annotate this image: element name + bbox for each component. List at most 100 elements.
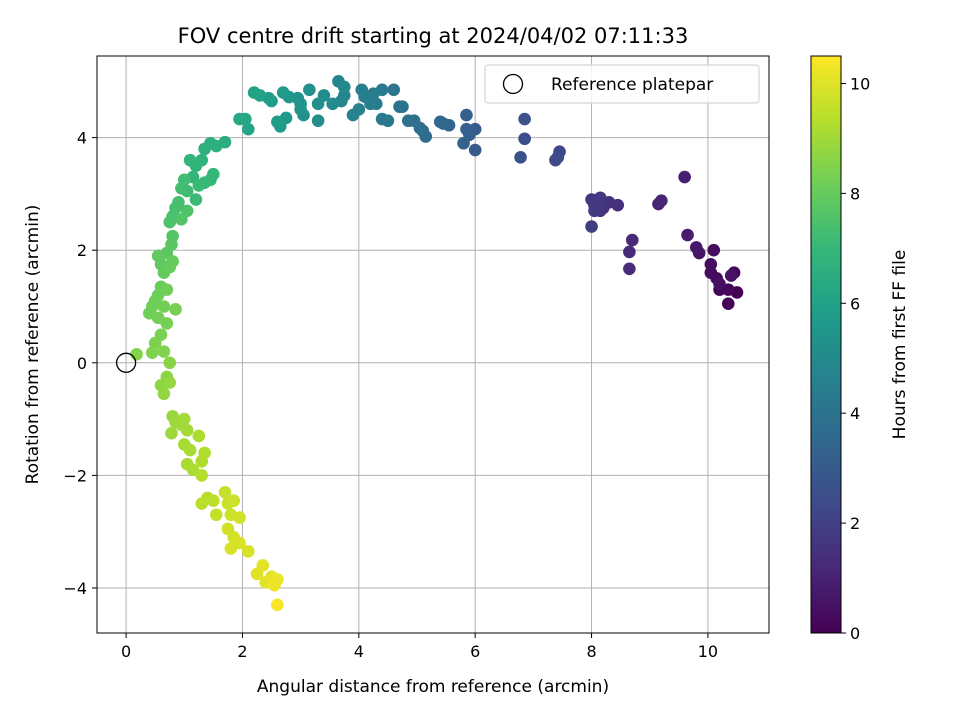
colorbar-tick-label: 8 bbox=[850, 184, 860, 203]
data-point bbox=[689, 241, 703, 254]
data-point bbox=[623, 245, 636, 259]
data-point bbox=[303, 83, 316, 97]
data-point bbox=[393, 100, 406, 113]
data-point bbox=[160, 317, 174, 330]
y-tick-label: 0 bbox=[77, 354, 87, 373]
data-point bbox=[175, 212, 188, 226]
data-point bbox=[518, 112, 531, 126]
data-point bbox=[326, 97, 339, 111]
data-point bbox=[166, 255, 179, 268]
data-point bbox=[163, 215, 177, 229]
data-point bbox=[183, 153, 197, 167]
data-point bbox=[145, 346, 159, 359]
y-tick-label: −2 bbox=[63, 466, 87, 485]
data-point bbox=[311, 97, 325, 111]
y-axis-label: Rotation from reference (arcmin) bbox=[23, 205, 43, 485]
x-axis-label: Angular distance from reference (arcmin) bbox=[257, 677, 609, 697]
data-point bbox=[585, 220, 598, 233]
x-tick-label: 2 bbox=[237, 642, 247, 661]
data-point bbox=[160, 283, 174, 296]
colorbar-label: Hours from first FF file bbox=[890, 250, 910, 440]
data-point bbox=[460, 122, 473, 136]
scatter-points bbox=[130, 75, 744, 612]
y-tick-label: 2 bbox=[77, 241, 87, 260]
x-tick-label: 8 bbox=[586, 642, 596, 661]
grid-lines bbox=[97, 56, 769, 633]
data-point bbox=[337, 80, 351, 94]
chart-title: FOV centre drift starting at 2024/04/02 … bbox=[178, 24, 689, 48]
x-tick-label: 0 bbox=[121, 642, 131, 661]
data-point bbox=[207, 167, 220, 181]
data-point bbox=[724, 269, 738, 282]
data-point bbox=[433, 115, 447, 129]
legend: Reference platepar bbox=[484, 64, 760, 104]
data-point bbox=[355, 83, 369, 97]
colorbar-tick-label: 0 bbox=[850, 624, 860, 643]
data-point bbox=[209, 508, 223, 522]
data-point bbox=[518, 132, 531, 146]
data-point bbox=[169, 303, 182, 316]
data-point bbox=[460, 108, 473, 122]
x-axis-ticks: 0 2 4 6 8 10 bbox=[121, 633, 718, 661]
data-point bbox=[256, 559, 270, 572]
y-axis-ticks: −4 −2 0 2 4 bbox=[63, 129, 97, 598]
data-point bbox=[681, 228, 694, 242]
data-point bbox=[151, 249, 165, 263]
data-point bbox=[593, 191, 607, 205]
data-point bbox=[198, 446, 211, 460]
data-point bbox=[514, 151, 527, 164]
data-point bbox=[311, 114, 325, 128]
data-point bbox=[457, 136, 470, 150]
data-point bbox=[468, 143, 482, 157]
data-point bbox=[401, 114, 415, 128]
data-point bbox=[623, 262, 636, 276]
reference-marker bbox=[115, 352, 137, 373]
data-point bbox=[233, 536, 246, 550]
colorbar-tick-label: 4 bbox=[850, 404, 860, 423]
data-point bbox=[227, 494, 241, 508]
x-tick-label: 10 bbox=[698, 642, 718, 661]
data-point bbox=[157, 300, 171, 313]
x-tick-label: 6 bbox=[470, 642, 480, 661]
legend-marker-reference bbox=[502, 73, 524, 95]
data-point bbox=[276, 86, 290, 99]
data-point bbox=[704, 257, 718, 271]
legend-box bbox=[484, 64, 760, 104]
data-point bbox=[207, 494, 220, 508]
data-point bbox=[192, 179, 206, 192]
colorbar-tick-label: 10 bbox=[850, 74, 870, 93]
data-point bbox=[625, 233, 639, 247]
data-point bbox=[233, 511, 246, 524]
data-point bbox=[652, 197, 665, 211]
data-point bbox=[241, 122, 255, 136]
y-tick-label: 4 bbox=[77, 129, 87, 148]
data-point bbox=[175, 181, 188, 195]
data-point bbox=[241, 545, 255, 558]
data-point bbox=[180, 424, 194, 437]
data-point bbox=[195, 497, 209, 510]
legend-label-reference: Reference platepar bbox=[551, 75, 713, 95]
data-point bbox=[189, 193, 203, 206]
data-point bbox=[588, 204, 601, 218]
data-point bbox=[192, 429, 206, 443]
data-point bbox=[130, 348, 143, 361]
data-point bbox=[678, 170, 691, 184]
data-point bbox=[195, 469, 209, 482]
data-point bbox=[247, 86, 261, 99]
data-point bbox=[165, 426, 178, 440]
colorbar bbox=[810, 55, 842, 634]
data-point bbox=[707, 243, 721, 257]
data-point bbox=[713, 277, 726, 291]
data-point bbox=[148, 336, 162, 350]
data-point bbox=[271, 115, 284, 129]
colorbar-tick-label: 6 bbox=[850, 294, 860, 313]
colorbar-tick-label: 2 bbox=[850, 514, 860, 533]
data-point bbox=[268, 578, 281, 592]
data-point bbox=[387, 83, 401, 97]
data-point bbox=[551, 151, 565, 164]
data-point bbox=[346, 108, 360, 122]
data-point bbox=[375, 112, 389, 126]
data-point bbox=[183, 443, 197, 457]
